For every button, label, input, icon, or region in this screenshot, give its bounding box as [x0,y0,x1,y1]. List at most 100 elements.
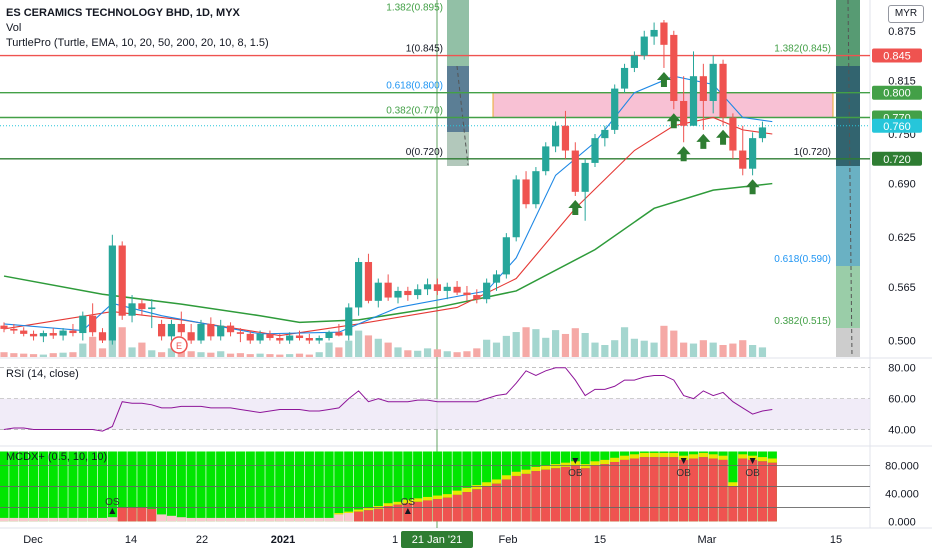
level-tag-0-760 [872,118,922,133]
candle-body [492,274,501,283]
candle-body [552,125,560,147]
mcdx-yellow-bar [531,466,541,472]
mcdx-red-bar [541,469,551,522]
volume-bar [118,327,126,357]
mcdx-red-bar [48,517,58,522]
candle-body [453,286,461,293]
candle-body [749,138,757,169]
volume-bar [236,353,244,357]
candle-body [167,323,176,337]
volume-bar [158,352,166,357]
candle-body [374,282,382,301]
volume-bar [758,347,767,357]
candle-body [729,117,737,151]
volume-bar [69,352,77,357]
buy-arrow-icon [676,146,691,162]
mcdx-red-bar [334,514,344,522]
earnings-marker-text: E [176,341,182,351]
mcdx-red-bar [137,507,147,522]
mcdx-red-bar [157,514,167,522]
volume-bar [483,339,491,357]
rsi-tick-label: 40.00 [888,425,916,437]
candle-body [79,315,87,334]
volume-bar [79,343,87,357]
mcdx-red-bar [669,457,679,522]
volume-bar [305,354,313,357]
candle-body [128,303,136,316]
volume-bar [542,337,550,357]
mcdx-red-bar [354,511,364,522]
rsi-tick-label: 60.00 [888,394,916,406]
volume-bar [552,330,560,357]
candle-body [620,67,629,89]
candle-body [148,307,156,310]
candle-body [473,295,481,300]
mcdx-yellow-bar [541,465,551,470]
mcdx-red-bar [560,466,571,522]
mcdx-red-bar [698,457,708,522]
buy-arrow-icon [696,133,711,149]
volume-bar [138,342,146,357]
mcdx-red-bar [738,458,748,522]
candle-body [98,332,107,341]
level-tag-text: 0.800 [883,88,911,100]
candle-body [59,330,67,336]
volume-bar [384,342,392,357]
fib-zone-right-mid [836,166,860,266]
volume-bar [699,340,707,357]
candle-body [305,338,313,341]
candle-body [630,55,638,68]
volume-bar [689,343,698,357]
mcdx-red-bar [107,517,117,522]
volume-bar [433,349,441,357]
candle-body [670,34,678,101]
mcdx-yellow-bar [610,457,620,462]
buy-arrow-icon [716,129,731,145]
mcdx-ob-label: OB [676,468,691,479]
mcdx-red-bar [629,458,639,522]
crosshair-date-tag [401,531,473,548]
candle-body [158,323,166,337]
rsi-tick-label: 80.00 [888,363,916,375]
mcdx-yellow-bar [600,459,610,465]
mcdx-yellow-bar [354,509,364,512]
buy-arrow-icon [568,199,583,215]
volume-bar [10,353,18,357]
mcdx-red-bar [600,464,610,522]
candle-body [512,179,520,238]
mcdx-yellow-bar [767,458,777,463]
volume-bar [29,354,38,357]
fib-zone-right-dash [847,0,853,358]
candle-body [739,150,747,169]
currency-button[interactable]: MYR [888,5,924,23]
rsi-label: RSI (14, close) [6,368,79,380]
candle-body [423,284,432,290]
candle-body [246,333,254,341]
volume-bar [423,348,432,357]
fib-label-left: 0.382(0.770) [386,105,443,116]
mcdx-yellow-bar [757,457,768,462]
volume-bar [680,342,688,357]
mcdx-os-marker-icon [109,508,116,514]
mcdx-yellow-bar [629,454,639,459]
level-tag-0-845 [872,48,922,63]
volume-bar [394,347,402,357]
candle-body [226,325,235,333]
candle-body [414,289,422,296]
mcdx-red-bar [117,507,127,522]
mcdx-red-bar [285,517,295,522]
buy-arrow-icon [656,71,671,87]
mcdx-ob-marker-icon [680,458,687,464]
candle-body [611,88,619,130]
price-tick-label: 0.565 [888,282,916,294]
time-tick-label: 15 [830,534,842,546]
volume-bar [167,348,176,357]
mcdx-red-bar [304,517,314,522]
mcdx-yellow-bar [432,495,442,500]
mcdx-red-bar [58,517,68,522]
volume-bar [49,353,57,357]
price-tick-label: 0.815 [888,75,916,87]
fib-label-right: 0.382(0.515) [774,316,831,327]
mcdx-yellow-bar [551,464,561,469]
